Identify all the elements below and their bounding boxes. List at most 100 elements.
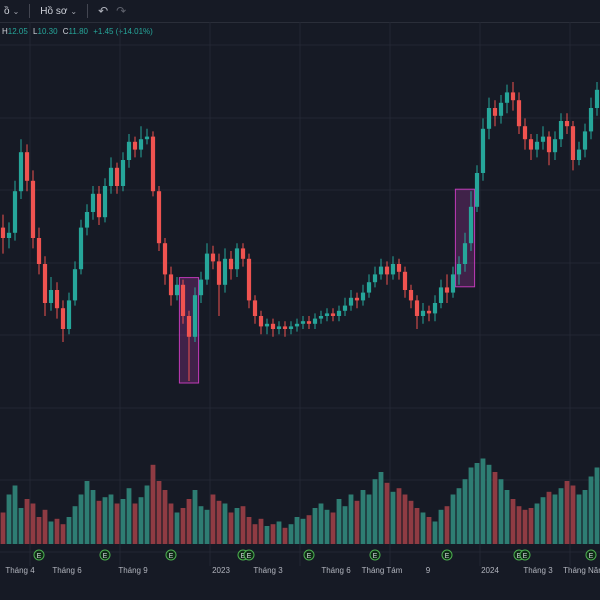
earnings-marker	[33, 549, 45, 561]
time-axis-label: Tháng 3	[523, 566, 553, 575]
candle-body	[6, 232, 12, 238]
volume-bar	[486, 464, 492, 544]
volume-bar	[396, 488, 402, 544]
volume-bar	[540, 497, 546, 544]
candle-body	[300, 321, 306, 324]
candle-body	[288, 326, 294, 329]
volume-bar	[570, 485, 576, 544]
earnings-marker-label: E	[247, 553, 252, 560]
volume-bar	[306, 515, 312, 544]
volume-bar	[192, 490, 198, 544]
volume-bar	[114, 503, 120, 544]
candle-body	[432, 303, 438, 314]
volume-bar	[246, 517, 252, 544]
candle-body	[78, 227, 84, 270]
earnings-marker	[441, 549, 453, 561]
volume-bar	[324, 509, 330, 544]
candle-body	[516, 100, 522, 127]
candle-body	[126, 141, 132, 160]
candle-body	[468, 206, 474, 244]
candle-body	[90, 193, 96, 212]
earnings-marker-label: E	[103, 553, 108, 560]
volume-bar	[288, 524, 294, 544]
volume-bar	[108, 494, 114, 544]
undo-button[interactable]: ↶	[94, 0, 112, 22]
profile-dropdown[interactable]: Hồ sơ ⌄	[36, 0, 81, 22]
candle-body	[312, 318, 318, 324]
volume-bar	[258, 518, 264, 544]
candle-body	[534, 141, 540, 150]
redo-button[interactable]: ↷	[112, 0, 130, 22]
redo-icon: ↷	[116, 4, 127, 18]
earnings-marker-label: E	[241, 553, 246, 560]
candle-body	[594, 89, 600, 108]
ohlc-low-key: L	[33, 27, 38, 36]
volume-bar	[138, 497, 144, 544]
volume-bar	[234, 508, 240, 544]
volume-bar	[276, 521, 282, 544]
candle-body	[336, 310, 342, 316]
volume-bar	[366, 494, 372, 544]
volume-bar	[240, 506, 246, 544]
candle-body	[504, 92, 510, 103]
candle-body	[258, 316, 264, 327]
volume-bar	[588, 476, 594, 544]
candle-body	[222, 258, 228, 285]
candle-body	[54, 290, 60, 309]
volume-bar	[402, 494, 408, 544]
candle-body	[84, 212, 90, 228]
indicators-dropdown[interactable]: ồ ⌄	[0, 0, 23, 22]
candle-body	[162, 243, 168, 275]
candle-body	[72, 269, 78, 301]
earnings-marker-label: E	[373, 553, 378, 560]
candle-body	[588, 108, 594, 132]
earnings-marker	[243, 549, 255, 561]
candle-body	[0, 227, 6, 238]
candle-body	[528, 139, 534, 150]
volume-bar	[48, 521, 54, 544]
earnings-marker-label: E	[523, 553, 528, 560]
candle-body	[282, 326, 288, 329]
volume-bar	[516, 506, 522, 544]
volume-bar	[120, 499, 126, 544]
profile-label: Hồ sơ	[40, 5, 68, 17]
candle-body	[114, 167, 120, 186]
volume-bar	[564, 481, 570, 544]
candle-body	[240, 248, 246, 259]
volume-bar	[354, 500, 360, 544]
ohlc-close-value: 11.80	[68, 27, 88, 36]
volume-bar	[270, 524, 276, 544]
candle-body	[330, 313, 336, 316]
ohlc-high-value: 12.05	[7, 27, 28, 36]
toolbar-divider	[29, 4, 31, 18]
candle-body	[450, 274, 456, 293]
candle-body	[396, 264, 402, 272]
earnings-marker-label: E	[517, 553, 522, 560]
volume-bar	[180, 508, 186, 544]
candle-body	[492, 108, 498, 116]
candle-body	[168, 274, 174, 296]
volume-bar	[552, 494, 558, 544]
volume-bar	[150, 464, 156, 544]
candle-body	[294, 323, 300, 327]
volume-bar	[198, 506, 204, 544]
candle-body	[558, 121, 564, 140]
candle-body	[342, 305, 348, 311]
volume-bar	[66, 517, 72, 544]
volume-bar	[582, 490, 588, 544]
volume-bar	[330, 512, 336, 544]
volume-bar	[474, 463, 480, 544]
undo-icon: ↶	[98, 4, 109, 18]
volume-bar	[294, 517, 300, 544]
earnings-marker-label: E	[589, 553, 594, 560]
volume-bar	[522, 509, 528, 544]
time-axis-label: Tháng 6	[321, 566, 351, 575]
volume-bar	[252, 524, 258, 544]
candle-body	[372, 274, 378, 283]
candle-body	[276, 326, 282, 329]
candle-body	[576, 149, 582, 160]
volume-bar	[132, 503, 138, 544]
volume-bar	[594, 467, 600, 544]
candle-body	[384, 266, 390, 275]
